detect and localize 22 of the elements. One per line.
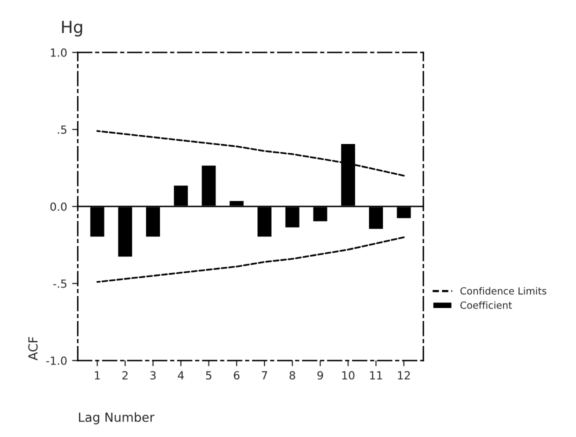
x-tick-label: 2 [122, 371, 128, 380]
x-axis-title: Lag Number [78, 412, 155, 424]
y-axis-title: ACF [28, 337, 38, 360]
x-tick-label: 4 [178, 371, 184, 380]
x-tick-label: 9 [317, 371, 323, 380]
x-tick-label: 7 [262, 371, 268, 380]
y-tick-label: 0.0 [50, 202, 67, 211]
legend-label: Confidence Limits [460, 287, 546, 295]
x-tick-label: 10 [342, 371, 354, 380]
x-tick-label: 11 [370, 371, 382, 380]
y-tick-label: -.5 [53, 280, 66, 288]
x-tick-label: 8 [290, 371, 296, 380]
x-tick-label: 3 [150, 371, 156, 380]
chart-title: Hg [62, 20, 82, 36]
y-tick-label: -1.0 [46, 356, 67, 365]
x-tick-label: 1 [94, 371, 100, 380]
x-tick-label: 5 [206, 371, 212, 380]
y-tick-label: 1.0 [50, 48, 67, 57]
legend-label: Coefficient [460, 301, 512, 309]
y-tick-label: .5 [58, 126, 66, 134]
x-tick-label: 6 [234, 371, 240, 380]
x-tick-label: 12 [398, 371, 410, 380]
